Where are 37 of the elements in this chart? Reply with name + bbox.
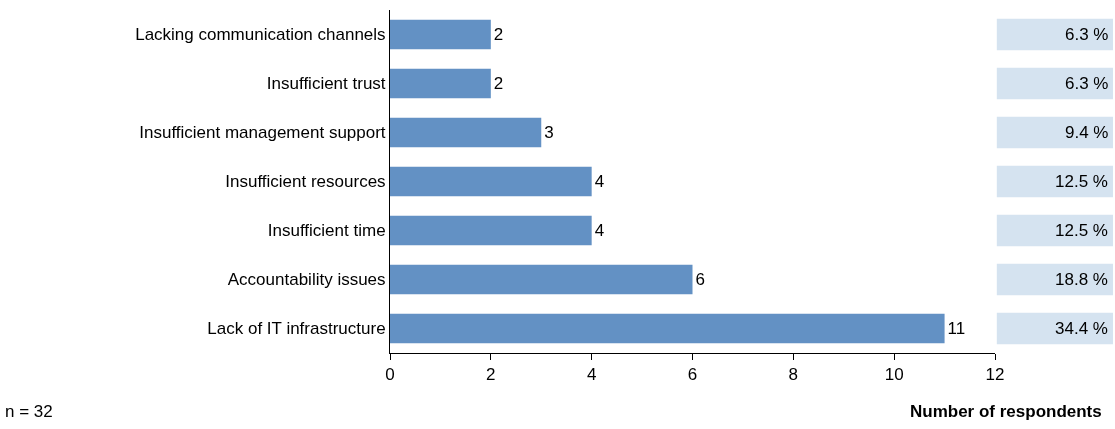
x-tick-label: 10 [884,365,904,385]
data-label: 2 [493,74,504,93]
bar [390,68,491,99]
x-axis-title: Number of respondents [910,402,1102,421]
data-label: 6 [695,270,705,289]
y-tick-label: Lacking communication channels [135,25,386,45]
data-label: 11 [947,319,966,338]
text: n = 32 [5,402,53,421]
data-label: 2 [493,25,504,44]
x-tick-label: 8 [788,365,799,385]
bar [390,313,945,344]
x-tick-label: 2 [486,365,496,385]
data-label: 4 [594,172,605,191]
y-tick-label: Accountability issues [227,270,386,290]
x-tick-label: 6 [687,365,698,385]
y-tick-label: Insufficient management support [139,123,386,143]
bar [390,19,491,50]
text: 12.5 % [1055,172,1108,191]
text: 6.3 % [1065,25,1109,44]
bar [390,166,592,197]
text: 6.3 % [1065,74,1109,93]
x-tick-label: 0 [385,365,395,385]
y-tick-label: Insufficient time [267,221,386,241]
x-tick-label: 4 [586,365,597,385]
data-label: 3 [544,123,554,142]
text: 18.8 % [1055,270,1108,289]
bar [390,215,592,246]
y-tick-label: Insufficient resources [225,172,386,192]
text: 34.4 % [1055,319,1108,338]
x-tick-label: 12 [985,365,1005,385]
text: 9.4 % [1065,123,1109,142]
y-tick-label: Lack of IT infrastructure [207,319,386,339]
data-label: 4 [594,221,605,240]
bar [390,117,542,148]
text: 12.5 % [1055,221,1108,240]
bar [390,264,693,295]
y-tick-label: Insufficient trust [266,74,386,94]
